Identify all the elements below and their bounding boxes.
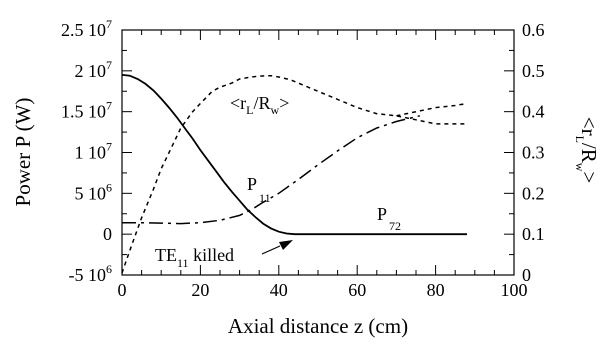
series-line [122,76,467,273]
y-left-tick-label: 2.5 107 [61,17,112,40]
label-rl-rw: <rL/Rw> [230,93,289,117]
x-tick-label: 0 [118,280,127,300]
y-right-tick-label: 0.4 [522,102,545,122]
y-right-tick-label: 0.1 [522,224,545,244]
y-left-axis-title: Power P (W) [11,98,35,207]
x-tick-label: 80 [427,280,445,300]
series-line [122,75,467,234]
label-te11-killed: TE11 killed [155,245,234,270]
y-left-tick-label: 2 107 [75,58,113,81]
y-left-tick-label: 1.5 107 [61,99,112,122]
plot-frame [122,30,514,275]
y-right-tick-label: 0.3 [522,143,545,163]
y-left-tick-label: 1 107 [75,140,113,163]
series-group [122,75,467,273]
series-line [396,104,467,116]
y-right-tick-label: 0 [522,265,531,285]
x-tick-label: 60 [348,280,366,300]
y-right-tick-label: 0.6 [522,20,545,40]
series-line [122,116,420,224]
x-tick-label: 40 [270,280,288,300]
label-p11: P11 [247,174,271,205]
y-left-tick-label: -5 106 [69,262,113,285]
label-p72: P72 [377,204,401,233]
y-right-tick-label: 0.2 [522,183,545,203]
y-left-tick-label: 5 106 [75,180,113,203]
te-killed-arrow-line [262,246,280,254]
x-tick-label: 20 [191,280,209,300]
y-right-tick-label: 0.5 [522,61,545,81]
x-axis-title: Axial distance z (cm) [228,314,408,338]
y-right-axis-title: <rL/Rw> [573,117,601,184]
y-left-tick-label: 0 [103,224,112,244]
te-killed-arrow-head [279,240,293,250]
